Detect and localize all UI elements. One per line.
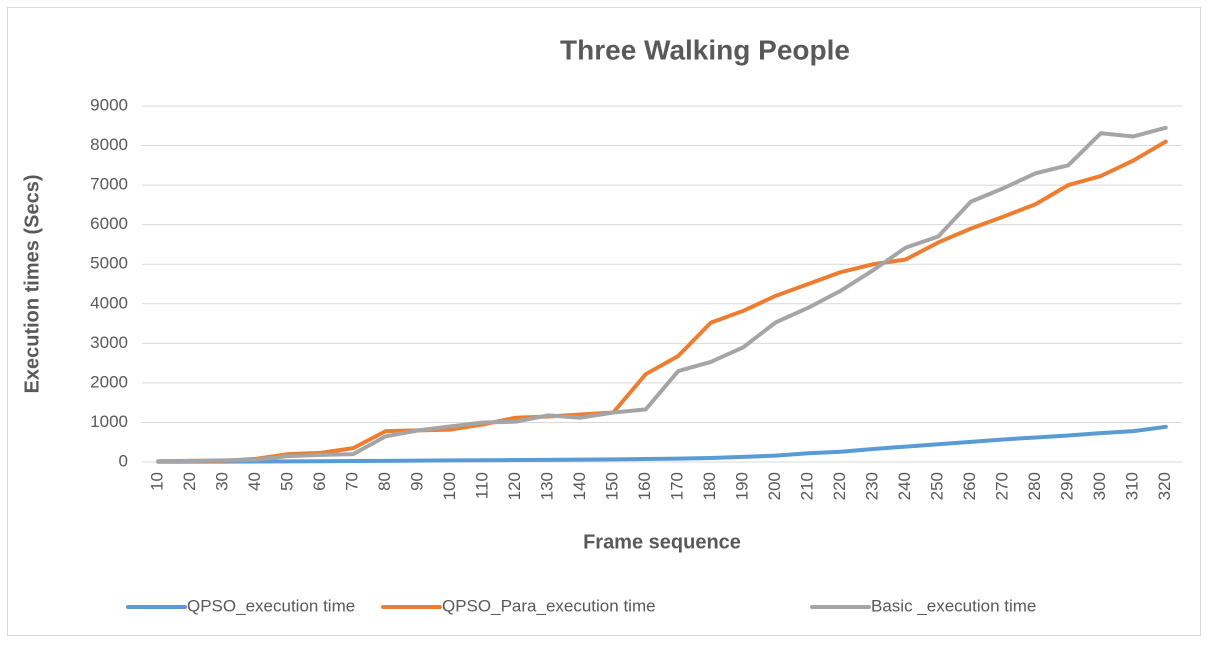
x-tick-label: 120 xyxy=(505,472,524,500)
x-tick-label: 200 xyxy=(765,472,784,500)
x-tick-label: 310 xyxy=(1123,472,1142,500)
x-tick-label: 20 xyxy=(180,472,199,491)
x-tick-label: 250 xyxy=(928,472,947,500)
y-tick-label: 0 xyxy=(119,451,128,470)
x-tick-label: 100 xyxy=(440,472,459,500)
x-tick-label: 80 xyxy=(375,472,394,491)
x-tick-label: 230 xyxy=(863,472,882,500)
x-tick-label: 50 xyxy=(278,472,297,491)
x-tick-label: 290 xyxy=(1058,472,1077,500)
chart-frame xyxy=(7,7,1201,636)
x-tick-label: 150 xyxy=(603,472,622,500)
x-tick-label: 90 xyxy=(408,472,427,491)
x-tick-label: 210 xyxy=(798,472,817,500)
chart-title: Three Walking People xyxy=(560,34,850,65)
series-line xyxy=(156,424,1168,464)
x-tick-label: 40 xyxy=(245,472,264,491)
legend-label: QPSO_execution time xyxy=(187,596,355,615)
y-tick-label: 6000 xyxy=(90,214,128,233)
x-tick-label: 130 xyxy=(538,472,557,500)
x-tick-label: 190 xyxy=(733,472,752,500)
x-tick-label: 110 xyxy=(473,472,492,499)
x-axis-title: Frame sequence xyxy=(583,531,741,553)
y-tick-label: 2000 xyxy=(90,372,128,391)
x-tick-label: 60 xyxy=(310,472,329,491)
x-tick-label: 30 xyxy=(213,472,232,491)
legend-label: QPSO_Para_execution time xyxy=(442,596,656,615)
x-tick-label: 10 xyxy=(148,472,167,491)
x-tick-label: 320 xyxy=(1155,472,1174,500)
x-tick-label: 160 xyxy=(635,472,654,500)
series-line xyxy=(156,139,1168,464)
x-tick-label: 270 xyxy=(993,472,1012,500)
y-tick-label: 9000 xyxy=(90,95,128,114)
x-tick-label: 170 xyxy=(668,472,687,500)
series-line xyxy=(156,125,1168,464)
x-tick-label: 260 xyxy=(960,472,979,500)
y-tick-label: 1000 xyxy=(90,412,128,431)
y-tick-label: 5000 xyxy=(90,254,128,273)
legend-label: Basic _execution time xyxy=(871,596,1036,615)
y-tick-label: 3000 xyxy=(90,333,128,352)
x-tick-label: 240 xyxy=(895,472,914,500)
x-tick-label: 140 xyxy=(570,472,589,500)
x-tick-label: 280 xyxy=(1025,472,1044,500)
y-tick-label: 4000 xyxy=(90,293,128,312)
y-tick-label: 7000 xyxy=(90,175,128,194)
y-axis-title: Execution times (Secs) xyxy=(21,175,43,394)
x-tick-label: 180 xyxy=(700,472,719,500)
y-tick-label: 8000 xyxy=(90,135,128,154)
x-tick-label: 70 xyxy=(343,472,362,491)
x-tick-label: 300 xyxy=(1090,472,1109,500)
x-tick-label: 220 xyxy=(830,472,849,500)
